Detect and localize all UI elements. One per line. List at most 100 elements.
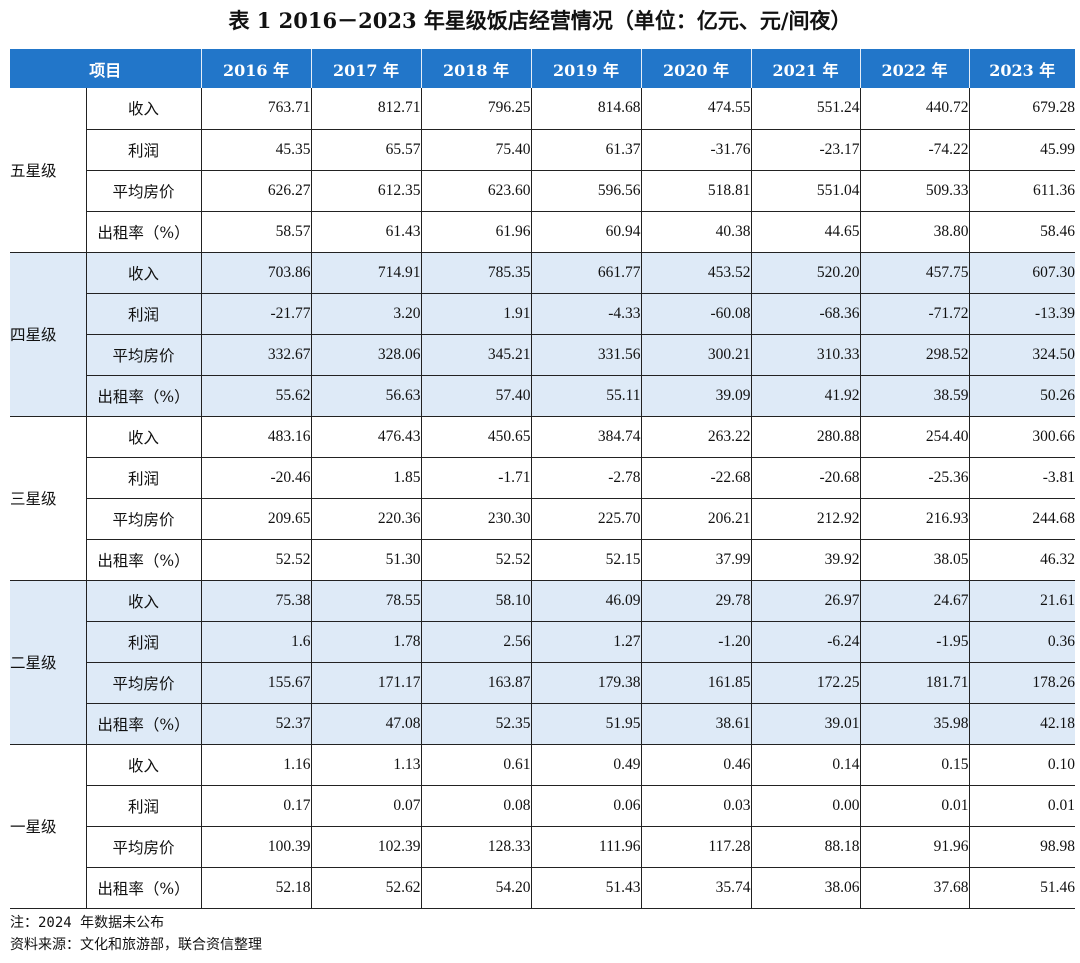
value-cell: 51.46 — [969, 867, 1076, 909]
hotel-operations-table: 项目 2016 年 2017 年 2018 年 2019 年 2020 年 20… — [10, 49, 1076, 909]
value-cell: 607.30 — [969, 252, 1076, 294]
metric-label: 利润 — [86, 293, 202, 335]
value-cell: 171.17 — [311, 662, 422, 704]
value-cell: 98.98 — [969, 826, 1076, 868]
group-label: 一星级 — [10, 744, 87, 909]
value-cell: 24.67 — [860, 580, 970, 622]
value-cell: 518.81 — [641, 170, 752, 212]
value-cell: 1.27 — [531, 621, 642, 663]
metric-label: 利润 — [86, 621, 202, 663]
value-cell: 52.52 — [421, 539, 532, 581]
group-label: 五星级 — [10, 88, 87, 253]
value-cell: 65.57 — [311, 129, 422, 171]
value-cell: 38.59 — [860, 375, 970, 417]
metric-label: 收入 — [86, 580, 202, 622]
value-cell: 46.32 — [969, 539, 1076, 581]
value-cell: 612.35 — [311, 170, 422, 212]
value-cell: 298.52 — [860, 334, 970, 376]
value-cell: -20.46 — [201, 457, 312, 499]
notes: 注：2024 年数据未公布 资料来源：文化和旅游部，联合资信整理 — [10, 912, 262, 956]
value-cell: 0.17 — [201, 785, 312, 827]
metric-label: 平均房价 — [86, 662, 202, 704]
value-cell: 1.16 — [201, 744, 312, 786]
value-cell: 596.56 — [531, 170, 642, 212]
value-cell: 280.88 — [751, 416, 861, 458]
metric-label: 平均房价 — [86, 498, 202, 540]
value-cell: 40.38 — [641, 211, 752, 253]
metric-label: 出租率（%） — [86, 211, 202, 253]
group-label: 四星级 — [10, 252, 87, 417]
value-cell: -23.17 — [751, 129, 861, 171]
table-title: 表 1 2016－2023 年星级饭店经营情况（单位：亿元、元/间夜） — [228, 8, 852, 33]
value-cell: 0.01 — [969, 785, 1076, 827]
value-cell: 75.40 — [421, 129, 532, 171]
header-year: 2021 年 — [751, 49, 861, 88]
value-cell: 39.92 — [751, 539, 861, 581]
value-cell: 300.21 — [641, 334, 752, 376]
value-cell: 54.20 — [421, 867, 532, 909]
header-year: 2020 年 — [641, 49, 752, 88]
value-cell: 35.98 — [860, 703, 970, 745]
value-cell: -25.36 — [860, 457, 970, 499]
table-row: 三星级 收入 483.16 476.43 450.65 384.74 263.22 280.8… — [10, 416, 1076, 581]
header-year: 2017 年 — [311, 49, 422, 88]
value-cell: 310.33 — [751, 334, 861, 376]
value-cell: 440.72 — [860, 88, 970, 130]
value-cell: 75.38 — [201, 580, 312, 622]
value-cell: 179.38 — [531, 662, 642, 704]
value-cell: -74.22 — [860, 129, 970, 171]
value-cell: 61.37 — [531, 129, 642, 171]
value-cell: 111.96 — [531, 826, 642, 868]
value-cell: 51.30 — [311, 539, 422, 581]
value-cell: 42.18 — [969, 703, 1076, 745]
value-cell: 155.67 — [201, 662, 312, 704]
value-cell: 331.56 — [531, 334, 642, 376]
value-cell: -4.33 — [531, 293, 642, 335]
value-cell: -1.20 — [641, 621, 752, 663]
value-cell: 44.65 — [751, 211, 861, 253]
table-row: 平均房价 155.67 171.17 163.87 179.38 161.85 172.25… — [10, 662, 1076, 704]
value-cell: 623.60 — [421, 170, 532, 212]
table-row: 平均房价 209.65 220.36 230.30 225.70 206.21 212.92… — [10, 498, 1076, 540]
value-cell: 216.93 — [860, 498, 970, 540]
value-cell: 51.43 — [531, 867, 642, 909]
value-cell: 244.68 — [969, 498, 1076, 540]
value-cell: 520.20 — [751, 252, 861, 294]
value-cell: 0.10 — [969, 744, 1076, 786]
table-row: 平均房价 100.39 102.39 128.33 111.96 117.28 88.18 9… — [10, 826, 1076, 868]
value-cell: 509.33 — [860, 170, 970, 212]
metric-label: 平均房价 — [86, 170, 202, 212]
value-cell: 57.40 — [421, 375, 532, 417]
value-cell: 21.61 — [969, 580, 1076, 622]
value-cell: 45.99 — [969, 129, 1076, 171]
value-cell: 161.85 — [641, 662, 752, 704]
value-cell: 47.08 — [311, 703, 422, 745]
metric-label: 出租率（%） — [86, 375, 202, 417]
value-cell: 38.61 — [641, 703, 752, 745]
value-cell: -22.68 — [641, 457, 752, 499]
value-cell: -2.78 — [531, 457, 642, 499]
value-cell: 345.21 — [421, 334, 532, 376]
value-cell: -21.77 — [201, 293, 312, 335]
value-cell: 163.87 — [421, 662, 532, 704]
table-body: 五星级 收入 763.71 812.71 796.25 814.68 474.55 551.2… — [10, 88, 1076, 909]
value-cell: -1.71 — [421, 457, 532, 499]
value-cell: 714.91 — [311, 252, 422, 294]
header-year: 2018 年 — [421, 49, 532, 88]
value-cell: 814.68 — [531, 88, 642, 130]
metric-label: 平均房价 — [86, 826, 202, 868]
value-cell: 661.77 — [531, 252, 642, 294]
value-cell: 611.36 — [969, 170, 1076, 212]
group-label: 三星级 — [10, 416, 87, 581]
table-row: 利润 45.35 65.57 75.40 61.37 -31.76 -23.17 -74.22… — [10, 129, 1076, 171]
source-line: 资料来源：文化和旅游部，联合资信整理 — [10, 937, 262, 953]
metric-label: 出租率（%） — [86, 703, 202, 745]
value-cell: 324.50 — [969, 334, 1076, 376]
value-cell: 453.52 — [641, 252, 752, 294]
value-cell: -31.76 — [641, 129, 752, 171]
table-row: 出租率（%） 52.37 47.08 52.35 51.95 38.61 39.01 35.9… — [10, 703, 1076, 745]
value-cell: 128.33 — [421, 826, 532, 868]
value-cell: 1.6 — [201, 621, 312, 663]
value-cell: 61.43 — [311, 211, 422, 253]
value-cell: 38.80 — [860, 211, 970, 253]
